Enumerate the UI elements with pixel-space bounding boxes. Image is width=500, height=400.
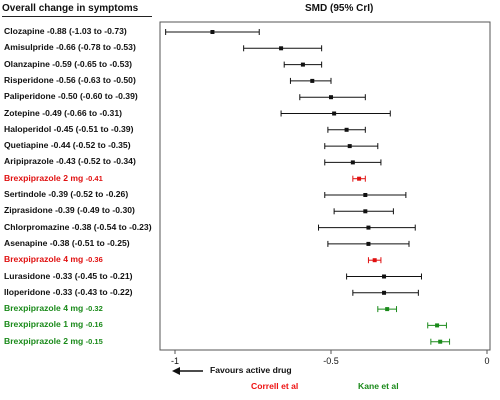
drug-name: Iloperidone [4,286,51,297]
drug-name: Asenapine [4,237,48,248]
drug-name: Brexpiprazole 4 mg [4,254,84,265]
row-label: Ziprasidone -0.39 (-0.49 to -0.30) [4,205,135,215]
row-label: Asenapine -0.38 (-0.51 to -0.25) [4,238,130,248]
right-column-title: SMD (95% CrI) [305,3,374,14]
drug-name: Sertindole [4,189,47,199]
drug-name: Lurasidone [4,270,51,281]
effect-estimate-text: -0.32 [85,304,103,314]
point-estimate [435,323,440,328]
row-label: Risperidone -0.56 (-0.63 to -0.50) [4,75,136,85]
point-estimate [332,111,337,116]
effect-estimate-text: -0.16 [85,320,103,330]
favours-label: Favours active drug [210,365,292,375]
row-label: Brexpiprazole 4 mg -0.32 [4,303,103,314]
favours-note: Favours active drug [172,365,292,376]
point-estimate [385,307,390,312]
row-label: Brexpiprazole 2 mg -0.41 [4,173,103,184]
drug-name: Paliperidone [4,91,56,102]
source-kane-label: Kane et al [358,381,399,391]
drug-name: Clozapine [4,26,45,36]
effect-estimate-text: -0.49 (-0.66 to -0.31) [42,107,122,118]
point-estimate [300,62,305,67]
row-label: Paliperidone -0.50 (-0.60 to -0.39) [4,91,138,101]
point-estimate [310,78,315,83]
point-estimate [363,209,368,214]
effect-estimate-text: -0.38 (-0.51 to -0.25) [49,237,130,248]
x-tick-label: -0.5 [323,356,339,366]
drug-name: Aripiprazole [4,156,54,167]
drug-name: Olanzapine [4,58,50,69]
point-estimate [366,225,371,230]
drug-name: Zotepine [4,107,40,118]
row-label: Brexpiprazole 2 mg -0.15 [4,336,103,347]
row-label: Olanzapine -0.59 (-0.65 to -0.53) [4,59,132,69]
point-estimate [372,258,377,263]
row-label: Amisulpride -0.66 (-0.78 to -0.53) [4,42,136,52]
effect-estimate-text: -0.59 (-0.65 to -0.53) [52,58,132,69]
row-label: Brexpiprazole 4 mg -0.36 [4,254,103,265]
left-column-title: Overall change in symptoms [2,3,139,14]
x-tick-label: -1 [171,356,179,366]
drug-name: Quetiapine [4,140,49,151]
point-estimate [382,290,387,295]
source-correll-label: Correll et al [251,381,299,391]
row-label: Clozapine -0.88 (-1.03 to -0.73) [4,26,127,36]
effect-estimate-text: -0.56 (-0.63 to -0.50) [56,74,136,85]
effect-estimate-text: -0.33 (-0.43 to -0.22) [52,286,133,297]
row-label: Chlorpromazine -0.38 (-0.54 to -0.23) [4,222,152,232]
effect-estimate-text: -0.33 (-0.45 to -0.21) [52,270,133,281]
effect-estimate-text: -0.39 (-0.49 to -0.30) [55,205,135,216]
row-label: Iloperidone -0.33 (-0.43 to -0.22) [4,287,132,297]
effect-estimate-text: -0.43 (-0.52 to -0.34) [56,156,136,167]
point-estimate [350,160,355,165]
effect-estimate-text: -0.50 (-0.60 to -0.39) [57,91,138,102]
row-label: Haloperidol -0.45 (-0.51 to -0.39) [4,124,133,134]
drug-name: Brexpiprazole 2 mg [4,172,84,183]
point-estimate [210,30,215,34]
row-label: Quetiapine -0.44 (-0.52 to -0.35) [4,140,131,150]
x-tick-label: 0 [484,356,489,366]
effect-estimate-text: -0.44 (-0.52 to -0.35) [50,140,131,151]
effect-estimate-text: -0.88 (-1.03 to -0.73) [46,26,127,36]
effect-estimate-text: -0.15 [85,336,103,346]
drug-name: Amisulpride [4,42,54,53]
effect-estimate-text: -0.36 [85,255,103,265]
row-label: Sertindole -0.39 (-0.52 to -0.26) [4,189,128,199]
drug-name: Risperidone [4,74,54,85]
drug-name: Brexpiprazole 2 mg [4,335,84,346]
row-labels: Clozapine -0.88 (-1.03 to -0.73) Amisulpr… [0,0,160,400]
effect-estimate-text: -0.41 [85,173,103,183]
drug-name: Chlorpromazine [4,221,70,232]
row-label: Lurasidone -0.33 (-0.45 to -0.21) [4,271,132,281]
row-label: Brexpiprazole 1 mg -0.16 [4,319,103,330]
effect-estimate-text: -0.38 (-0.54 to -0.23) [71,221,152,232]
point-estimate [366,241,371,246]
effect-estimate-text: -0.39 (-0.52 to -0.26) [48,189,129,199]
point-estimate [382,274,387,279]
plot-frame [159,21,491,351]
effect-estimate-text: -0.66 (-0.78 to -0.53) [56,42,136,53]
point-estimate [357,176,362,181]
left-arrow-icon [172,366,203,375]
row-label: Zotepine -0.49 (-0.66 to -0.31) [4,108,122,118]
point-estimate [329,95,333,100]
point-estimate [347,144,352,149]
drug-name: Ziprasidone [4,205,53,216]
point-estimate [363,193,368,197]
drug-name: Brexpiprazole 1 mg [4,319,84,330]
effect-estimate-text: -0.45 (-0.51 to -0.39) [53,123,134,134]
drug-name: Haloperidol [4,123,52,134]
point-estimate [344,127,349,132]
point-estimate [279,46,284,51]
row-label: Aripiprazole -0.43 (-0.52 to -0.34) [4,156,136,166]
drug-name: Brexpiprazole 4 mg [4,303,84,314]
left-title-underline [2,16,152,17]
point-estimate [438,339,443,344]
